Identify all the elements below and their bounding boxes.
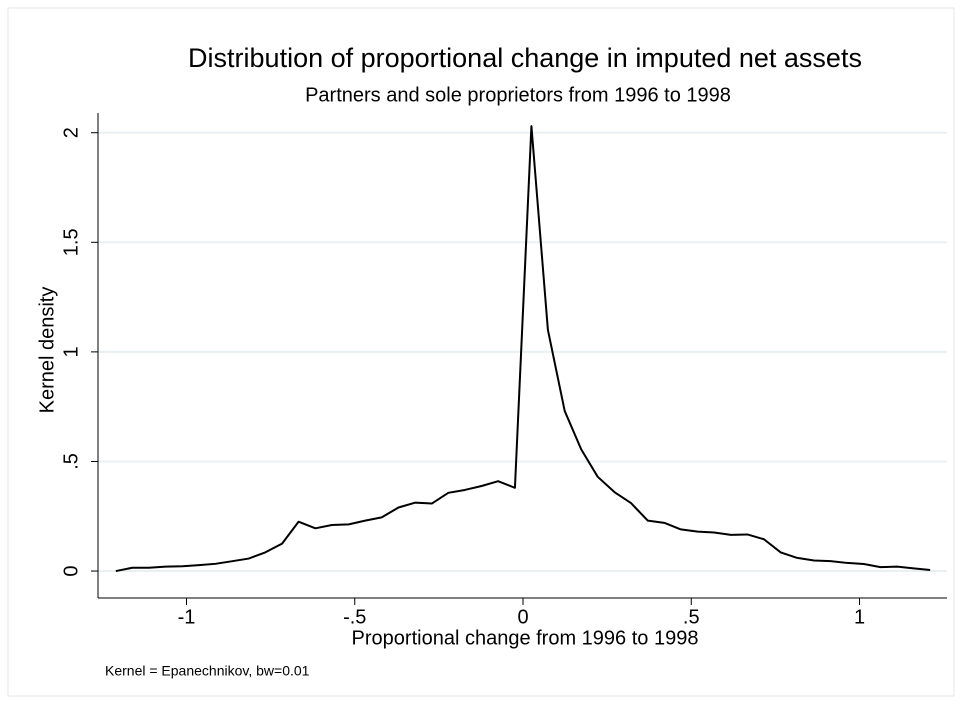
chart-title: Distribution of proportional change in i… xyxy=(188,43,862,73)
x-axis-label: Proportional change from 1996 to 1998 xyxy=(352,627,699,649)
graph-border xyxy=(7,7,955,697)
y-tick-label: 1.5 xyxy=(60,228,82,256)
y-tick-label: 2 xyxy=(60,127,82,138)
x-tick-label: -.5 xyxy=(343,606,366,628)
note: Kernel = Epanechnikov, bw=0.01 xyxy=(105,663,310,679)
y-tick-label: 0 xyxy=(60,565,82,576)
x-tick-label: .5 xyxy=(683,606,700,628)
y-tick-label: 1 xyxy=(60,346,82,357)
y-tick-label: .5 xyxy=(60,453,82,470)
chart-subtitle: Partners and sole proprietors from 1996 … xyxy=(305,84,731,106)
density-line xyxy=(115,125,931,573)
x-tick-label: -1 xyxy=(178,606,196,628)
x-tick-label: 0 xyxy=(517,606,528,628)
x-tick-label: 1 xyxy=(854,606,865,628)
y-axis-label: Kernel density xyxy=(36,287,58,414)
